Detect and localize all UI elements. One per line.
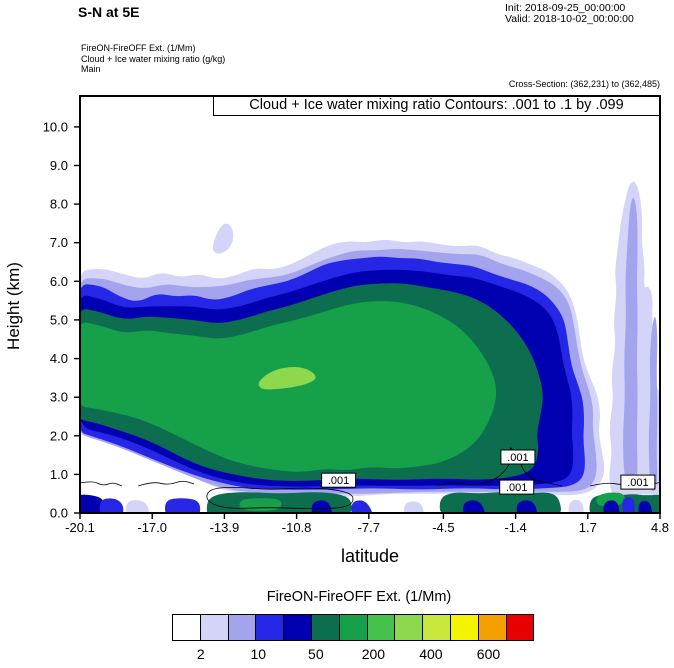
y-tick-label: 7.0 <box>50 235 68 250</box>
contour-fill-region <box>239 498 282 512</box>
x-tick-label: -4.5 <box>432 520 454 535</box>
legend-tick-label: 400 <box>419 646 443 662</box>
legend-title: FireON-FireOFF Ext. (1/Mm) <box>266 589 452 605</box>
plot-title-box: Cloud + Ice water mixing ratio Contours:… <box>213 96 660 116</box>
legend-tick-label: 200 <box>361 646 386 662</box>
y-tick-label: 3.0 <box>50 390 68 405</box>
contour-label-box <box>500 449 536 465</box>
contour-label-box <box>321 472 357 488</box>
contour-line <box>206 486 354 510</box>
legend-color-cell <box>366 614 396 641</box>
contour-label-text: .001 <box>506 482 527 494</box>
legend-color-cell <box>310 614 340 641</box>
legend-tick-label: 600 <box>476 646 501 662</box>
contour-label-text: .001 <box>328 475 349 487</box>
y-tick-label: 1.0 <box>50 467 68 482</box>
contour-fill-region <box>609 181 660 497</box>
legend-tick-label: 50 <box>308 646 324 662</box>
legend-color-cell <box>394 614 424 641</box>
x-tick-label: -1.4 <box>504 520 526 535</box>
legend-color-cell <box>283 614 312 641</box>
y-tick-label: 6.0 <box>50 274 68 289</box>
x-tick-label: -13.9 <box>210 520 240 535</box>
y-tick-label: 9.0 <box>50 158 68 173</box>
y-tick-label: 10.0 <box>43 119 68 134</box>
contour-fill-region <box>351 500 373 513</box>
contour-fill-region <box>99 498 124 513</box>
legend-tick-label: 2 <box>196 646 205 662</box>
contour-fill-region <box>311 500 332 513</box>
field-line-extinction: FireON-FireOFF Ext. (1/Mm) <box>81 43 196 53</box>
contour-fill-region <box>403 501 424 513</box>
contour-fill-region <box>463 500 485 513</box>
contour-fill-region <box>623 197 638 490</box>
contour-fill-region <box>439 492 562 513</box>
y-tick-label: 5.0 <box>50 312 68 327</box>
cross-section-info: Cross-Section: (362,231) to (362,485) <box>508 79 660 89</box>
contour-fill-region <box>648 316 658 491</box>
init-timestamp: Init: 2018-09-25_00:00:00 <box>505 2 626 14</box>
contour-fill-region <box>125 500 149 513</box>
x-axis-label: latitude <box>340 546 400 566</box>
y-tick-label: 4.0 <box>50 351 68 366</box>
page-title: S-N at 5E <box>78 4 140 20</box>
legend-color-cell <box>255 614 285 641</box>
x-tick-label: -20.1 <box>65 520 95 535</box>
contour-label-text: .001 <box>627 477 648 489</box>
legend-color-cell <box>172 614 201 641</box>
contour-label-box <box>499 479 535 495</box>
contour-fill-region <box>164 498 201 513</box>
contour-label-box <box>620 474 656 490</box>
field-line-mixing-ratio: Cloud + Ice water mixing ratio (g/kg) <box>81 53 226 64</box>
field-description-block: FireON-FireOFF Ext. (1/Mm) Cloud + Ice w… <box>81 43 225 75</box>
legend-color-cell <box>505 614 535 641</box>
contour-fill-region <box>80 494 105 513</box>
contour-fill-layer <box>80 181 660 513</box>
y-tick-label: 2.0 <box>50 428 68 443</box>
x-tick-label: -7.7 <box>358 520 380 535</box>
legend-color-cell <box>199 614 229 641</box>
contour-fill-region <box>258 366 316 390</box>
contour-fill-region <box>212 223 234 254</box>
color-legend-bar <box>172 614 535 641</box>
legend-color-cell <box>449 614 479 641</box>
legend-color-cell <box>422 614 451 641</box>
contour-line <box>80 481 123 487</box>
contour-fill-region <box>638 500 653 513</box>
field-line-domain: Main <box>81 64 101 74</box>
contour-fill-region <box>516 500 537 513</box>
contour-fill-region <box>603 500 620 513</box>
valid-timestamp: Valid: 2018-10-02_00:00:00 <box>505 13 634 25</box>
x-tick-label: -17.0 <box>137 520 167 535</box>
y-tick-label: 0.0 <box>50 506 68 521</box>
x-tick-label: 4.8 <box>651 520 669 535</box>
legend-color-cell <box>338 614 368 641</box>
legend-color-cell <box>227 614 257 641</box>
contour-fill-region <box>622 497 636 513</box>
x-tick-label: -10.8 <box>282 520 312 535</box>
legend-color-cell <box>477 614 507 641</box>
x-tick-label: 1.7 <box>579 520 597 535</box>
plot-title-text: Cloud + Ice water mixing ratio Contours:… <box>249 97 624 113</box>
legend-tick-label: 10 <box>250 646 267 662</box>
contour-plot-svg: -20.1 -17.0 -13.9 -10.8 -7.7 -4.5 -1.4 1.7 4.8 0.… <box>43 95 669 535</box>
contour-label-text: .001 <box>507 452 528 464</box>
contour-fill-region <box>596 492 625 507</box>
contour-fill-region <box>568 499 584 513</box>
contour-line <box>138 480 195 487</box>
y-tick-label: 8.0 <box>50 197 68 212</box>
